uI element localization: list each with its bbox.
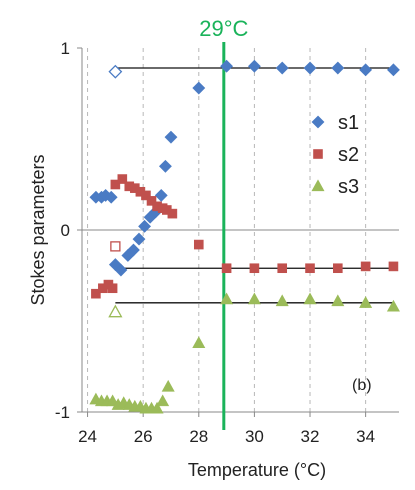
point-s1 xyxy=(127,243,140,257)
point-s1 xyxy=(275,61,289,75)
temperature-marker: 29°C xyxy=(199,16,249,430)
point-s2 xyxy=(388,261,399,272)
point-s1 xyxy=(164,130,178,144)
legend-label-s2: s2 xyxy=(338,144,359,166)
x-axis-label: Temperature (°C) xyxy=(188,460,326,480)
point-s1 xyxy=(220,59,234,73)
legend-label-s3: s3 xyxy=(338,176,359,198)
panel-label: (b) xyxy=(352,377,372,394)
point-s1 xyxy=(303,61,317,75)
y-tick-label: 1 xyxy=(61,39,70,58)
point-s2 xyxy=(333,263,343,274)
y-tick-label: 0 xyxy=(61,221,70,240)
point-s2 xyxy=(360,261,371,272)
x-tick-label: 34 xyxy=(356,427,375,446)
point-s1 xyxy=(359,63,373,77)
data-points xyxy=(89,59,400,414)
point-s3 xyxy=(161,379,175,392)
point-s1 xyxy=(158,159,172,173)
tick-labels: 24 26 28 30 32 34 1 0 -1 xyxy=(55,39,375,446)
point-s2 xyxy=(117,174,128,184)
point-s3 xyxy=(275,294,289,307)
point-s3 xyxy=(386,299,400,312)
point-s2 xyxy=(107,283,118,294)
point-s1 xyxy=(104,190,118,204)
point-s2 xyxy=(110,179,121,190)
legend-marker-s2 xyxy=(313,149,323,159)
point-s3 xyxy=(359,296,373,308)
x-tick-label: 30 xyxy=(245,427,264,446)
point-s2 xyxy=(91,288,101,299)
legend: s1 s2 s3 xyxy=(311,112,359,198)
x-tick-label: 24 xyxy=(78,427,97,446)
point-s2 xyxy=(141,190,151,201)
legend-marker-s1 xyxy=(311,115,325,129)
point-s3 xyxy=(220,292,234,305)
y-tick-label: -1 xyxy=(55,403,70,422)
point-s1 xyxy=(192,81,206,95)
point-s2 xyxy=(146,196,157,206)
point-s2 xyxy=(193,239,204,250)
legend-label-s1: s1 xyxy=(338,112,359,134)
point-s1 xyxy=(114,263,128,277)
x-tick-label: 28 xyxy=(189,427,208,446)
point-s1 xyxy=(132,232,146,246)
point-s1 xyxy=(331,61,345,75)
open-point-s1 xyxy=(108,64,123,79)
point-s3 xyxy=(150,401,164,414)
point-s1 xyxy=(387,63,400,77)
point-s3 xyxy=(192,336,206,348)
point-s1 xyxy=(247,59,261,73)
point-s3 xyxy=(247,292,261,305)
y-axis-label: Stokes parameters xyxy=(28,154,48,305)
point-s2 xyxy=(305,263,315,274)
transition-temperature-label: 29°C xyxy=(199,16,248,41)
point-s3 xyxy=(156,394,170,407)
point-s2 xyxy=(277,263,288,274)
legend-marker-s3 xyxy=(311,179,325,192)
grid xyxy=(77,47,367,417)
x-tick-label: 32 xyxy=(301,427,320,446)
point-s2 xyxy=(221,263,232,274)
point-s2 xyxy=(167,208,178,219)
point-s3 xyxy=(303,292,317,305)
open-point-s2 xyxy=(110,241,121,252)
point-s1 xyxy=(154,188,168,202)
open-point-s3 xyxy=(108,304,123,318)
point-s2 xyxy=(249,263,260,274)
point-s1 xyxy=(138,219,151,233)
point-s3 xyxy=(331,294,345,307)
axes xyxy=(81,48,399,413)
x-tick-label: 26 xyxy=(134,427,153,446)
